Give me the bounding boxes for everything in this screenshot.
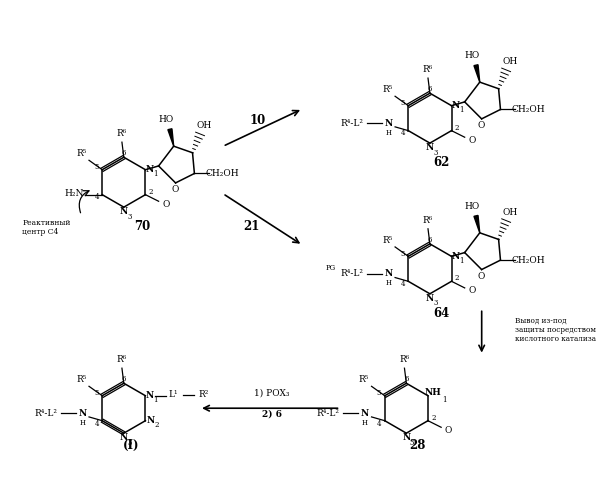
Text: R⁶: R⁶ — [117, 129, 127, 138]
Text: N: N — [452, 252, 461, 261]
Text: O: O — [468, 136, 476, 144]
Text: R⁵: R⁵ — [76, 375, 87, 384]
Text: R⁶: R⁶ — [423, 216, 433, 225]
Text: R²: R² — [199, 390, 209, 400]
Text: 3: 3 — [433, 299, 438, 307]
Text: 3: 3 — [127, 212, 132, 220]
Text: R⁶: R⁶ — [423, 65, 433, 74]
Text: 2: 2 — [149, 188, 153, 196]
Text: O: O — [478, 272, 485, 280]
Text: 6: 6 — [428, 236, 432, 244]
Text: N: N — [78, 408, 87, 418]
Text: 3: 3 — [410, 438, 414, 446]
Text: CH₂OH: CH₂OH — [512, 105, 545, 114]
Polygon shape — [168, 129, 174, 146]
Text: 5: 5 — [95, 389, 99, 397]
Text: N: N — [384, 270, 393, 278]
Text: H: H — [385, 279, 391, 287]
Text: O: O — [445, 426, 452, 434]
Text: HO: HO — [465, 202, 480, 211]
Text: 3: 3 — [433, 148, 438, 156]
Text: Вывод из-под
защиты посредством
кислотного катализа: Вывод из-под защиты посредством кислотно… — [514, 317, 596, 343]
Text: OH: OH — [196, 121, 211, 130]
Polygon shape — [474, 216, 480, 233]
Text: CH₂OH: CH₂OH — [512, 256, 545, 264]
Text: HO: HO — [159, 116, 174, 124]
Text: 6: 6 — [404, 376, 408, 384]
Text: H: H — [79, 418, 85, 426]
Text: 4: 4 — [95, 420, 99, 428]
Text: N: N — [120, 208, 128, 216]
Text: 2: 2 — [455, 124, 459, 132]
Polygon shape — [474, 64, 480, 82]
Text: 4: 4 — [95, 194, 99, 202]
Text: R⁴-L²: R⁴-L² — [341, 270, 363, 278]
Text: 70: 70 — [135, 220, 151, 233]
Text: N: N — [426, 144, 434, 152]
Text: 5: 5 — [377, 389, 381, 397]
Text: N: N — [146, 391, 155, 400]
Text: R⁴-L²: R⁴-L² — [341, 118, 363, 128]
Text: L¹: L¹ — [169, 390, 178, 400]
Text: (I): (I) — [123, 440, 139, 452]
Text: CH₂OH: CH₂OH — [206, 169, 239, 178]
Text: 28: 28 — [410, 440, 426, 452]
Text: H₂N: H₂N — [64, 189, 84, 198]
Text: R⁵: R⁵ — [382, 236, 393, 245]
Text: R⁵: R⁵ — [76, 149, 87, 158]
Text: 1: 1 — [153, 396, 158, 404]
Text: N: N — [120, 434, 128, 442]
Text: 62: 62 — [433, 156, 450, 169]
Text: 6: 6 — [428, 86, 432, 94]
Text: 1: 1 — [459, 106, 464, 114]
Text: 2: 2 — [155, 422, 159, 430]
Text: N: N — [361, 408, 369, 418]
Text: N: N — [384, 118, 393, 128]
Text: PG: PG — [326, 264, 336, 272]
Text: HO: HO — [465, 52, 480, 60]
Text: 1: 1 — [459, 257, 464, 265]
Text: N: N — [147, 416, 155, 425]
Text: N: N — [426, 294, 434, 303]
Text: R⁴-L²: R⁴-L² — [34, 408, 57, 418]
Text: R⁴-L²: R⁴-L² — [317, 408, 340, 418]
Text: 6: 6 — [122, 150, 126, 158]
Text: OH: OH — [502, 208, 518, 216]
Text: N: N — [402, 434, 410, 442]
Text: O: O — [172, 185, 179, 194]
Text: N: N — [146, 165, 155, 174]
Text: 3: 3 — [127, 438, 132, 446]
Text: 2) 6: 2) 6 — [262, 410, 282, 418]
Text: O: O — [162, 200, 170, 208]
Text: O: O — [478, 121, 485, 130]
Text: 1: 1 — [442, 396, 446, 404]
Text: 5: 5 — [401, 250, 405, 258]
Text: 64: 64 — [433, 306, 449, 320]
Text: NH: NH — [424, 388, 441, 398]
Text: 21: 21 — [243, 220, 259, 233]
Text: 4: 4 — [377, 420, 381, 428]
Text: 5: 5 — [95, 163, 99, 171]
Text: 6: 6 — [122, 376, 126, 384]
Text: R⁶: R⁶ — [117, 355, 127, 364]
Text: 4: 4 — [401, 130, 405, 138]
Text: O: O — [468, 286, 476, 295]
Text: 5: 5 — [401, 99, 405, 107]
Text: Реактивный
центр С4: Реактивный центр С4 — [22, 219, 70, 236]
Text: R⁵: R⁵ — [359, 375, 369, 384]
Text: 1) POX₃: 1) POX₃ — [254, 388, 290, 398]
Text: 1: 1 — [153, 170, 158, 178]
Text: OH: OH — [502, 57, 518, 66]
Text: 10: 10 — [250, 114, 265, 126]
Text: R⁶: R⁶ — [399, 355, 410, 364]
Text: 4: 4 — [401, 280, 405, 288]
Text: R⁵: R⁵ — [382, 85, 393, 94]
Text: N: N — [452, 101, 461, 110]
Text: 2: 2 — [455, 274, 459, 282]
Text: H: H — [362, 418, 368, 426]
Text: 2: 2 — [431, 414, 436, 422]
Text: H: H — [385, 128, 391, 136]
